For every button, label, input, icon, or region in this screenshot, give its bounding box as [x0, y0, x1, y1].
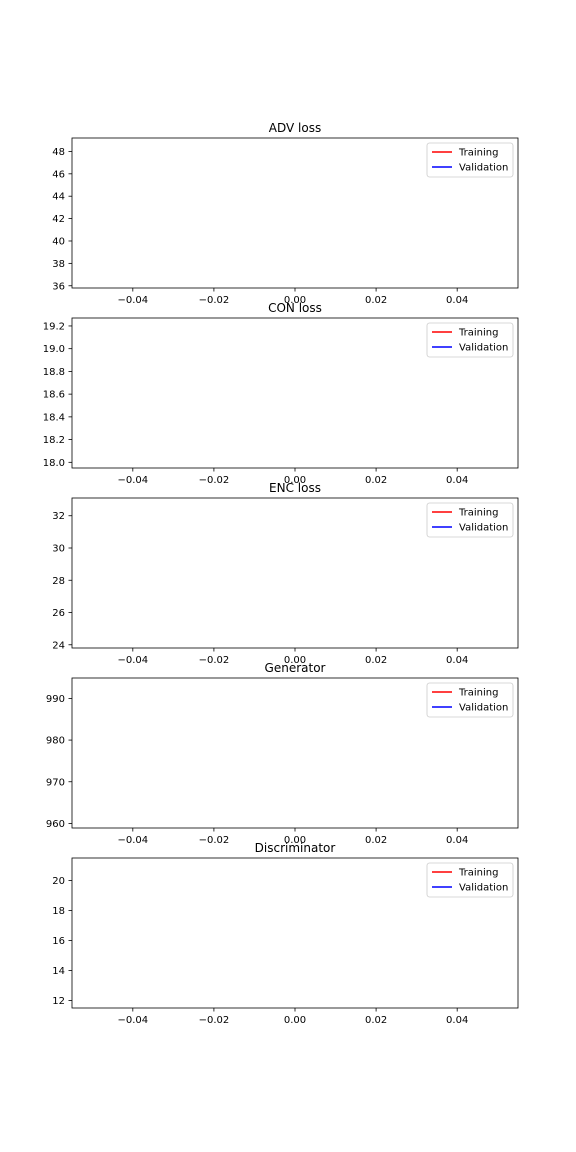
- x-tick-label: 0.00: [284, 1015, 306, 1026]
- y-tick-label: 40: [52, 236, 65, 247]
- legend-label-training: Training: [458, 148, 498, 159]
- legend: Training Validation: [426, 322, 514, 358]
- x-tick-label: −0.02: [199, 475, 230, 486]
- y-tick-label: 980: [46, 736, 65, 747]
- y-tick-label: 46: [52, 169, 65, 180]
- x-tick-label: 0.04: [446, 655, 468, 666]
- x-tick-label: −0.04: [117, 655, 148, 666]
- x-tick-label: −0.02: [199, 655, 230, 666]
- y-tick-label: 18.4: [43, 412, 65, 423]
- y-tick-label: 19.0: [43, 344, 65, 355]
- subplot-4: Generator −0.04 −0.02 0.00 0.02 0.04 960 970 980…: [46, 661, 519, 846]
- y-tick-label: 960: [46, 819, 65, 830]
- legend: Training Validation: [426, 682, 514, 718]
- y-tick-label: 38: [52, 259, 65, 270]
- chart-title: ENC loss: [269, 481, 321, 495]
- x-tick-label: −0.04: [117, 475, 148, 486]
- x-tick-label: 0.02: [365, 655, 387, 666]
- chart-title: Generator: [265, 661, 326, 675]
- y-tick-label: 42: [52, 214, 65, 225]
- legend-label-validation: Validation: [459, 703, 508, 714]
- x-tick-label: −0.02: [199, 295, 230, 306]
- chart-title: ADV loss: [269, 121, 321, 135]
- y-tick-label: 12: [52, 996, 65, 1007]
- x-tick-label: −0.04: [117, 295, 148, 306]
- x-tick-label: 0.04: [446, 835, 468, 846]
- x-tick-label: 0.00: [284, 655, 306, 666]
- y-tick-label: 48: [52, 147, 65, 158]
- y-tick-label: 18.6: [43, 390, 65, 401]
- legend-label-training: Training: [458, 868, 498, 879]
- chart-title: CON loss: [268, 301, 322, 315]
- y-tick-label: 20: [52, 876, 65, 887]
- x-tick-label: 0.00: [284, 835, 306, 846]
- subplot-3: ENC loss −0.04 −0.02 0.00 0.02 0.04 24 26 28 30 32…: [52, 481, 519, 666]
- x-tick-label: 0.00: [284, 475, 306, 486]
- y-tick-label: 16: [52, 936, 65, 947]
- x-tick-label: 0.04: [446, 1015, 468, 1026]
- y-tick-label: 18.2: [43, 435, 65, 446]
- legend: Training Validation: [426, 862, 514, 898]
- x-tick-label: −0.04: [117, 835, 148, 846]
- x-tick-label: 0.04: [446, 295, 468, 306]
- y-tick-label: 18.0: [43, 458, 65, 469]
- legend-label-validation: Validation: [459, 523, 508, 534]
- subplot-5: Discriminator −0.04 −0.02 0.00 0.02 0.04 12 14 1…: [52, 841, 519, 1026]
- x-tick-label: 0.02: [365, 1015, 387, 1026]
- y-tick-label: 19.2: [43, 321, 65, 332]
- y-tick-label: 28: [52, 576, 65, 587]
- legend: Training Validation: [426, 142, 514, 178]
- y-tick-label: 24: [52, 640, 65, 651]
- subplot-2: CON loss −0.04 −0.02 0.00 0.02 0.04 18.0 18.2 18…: [43, 301, 519, 486]
- x-tick-label: 0.02: [365, 295, 387, 306]
- y-tick-label: 36: [52, 281, 65, 292]
- x-tick-label: −0.02: [199, 835, 230, 846]
- legend-label-validation: Validation: [459, 883, 508, 894]
- y-tick-label: 990: [46, 694, 65, 705]
- legend-label-validation: Validation: [459, 343, 508, 354]
- x-tick-label: 0.04: [446, 475, 468, 486]
- y-tick-label: 14: [52, 966, 65, 977]
- legend-label-training: Training: [458, 328, 498, 339]
- x-tick-label: −0.04: [117, 1015, 148, 1026]
- y-tick-label: 18: [52, 906, 65, 917]
- legend-label-training: Training: [458, 508, 498, 519]
- x-tick-label: 0.00: [284, 295, 306, 306]
- y-tick-label: 970: [46, 777, 65, 788]
- y-tick-label: 32: [52, 511, 65, 522]
- chart-title: Discriminator: [255, 841, 336, 855]
- y-tick-label: 18.8: [43, 367, 65, 378]
- legend-label-training: Training: [458, 688, 498, 699]
- x-tick-label: −0.02: [199, 1015, 230, 1026]
- subplot-1: ADV loss −0.04 −0.02 0.00 0.02 0.04 36 38 40 42 44…: [52, 121, 519, 306]
- x-tick-label: 0.02: [365, 835, 387, 846]
- legend-label-validation: Validation: [459, 163, 508, 174]
- x-tick-label: 0.02: [365, 475, 387, 486]
- y-tick-label: 26: [52, 608, 65, 619]
- legend: Training Validation: [426, 502, 514, 538]
- y-tick-label: 30: [52, 544, 65, 555]
- y-tick-label: 44: [52, 192, 65, 203]
